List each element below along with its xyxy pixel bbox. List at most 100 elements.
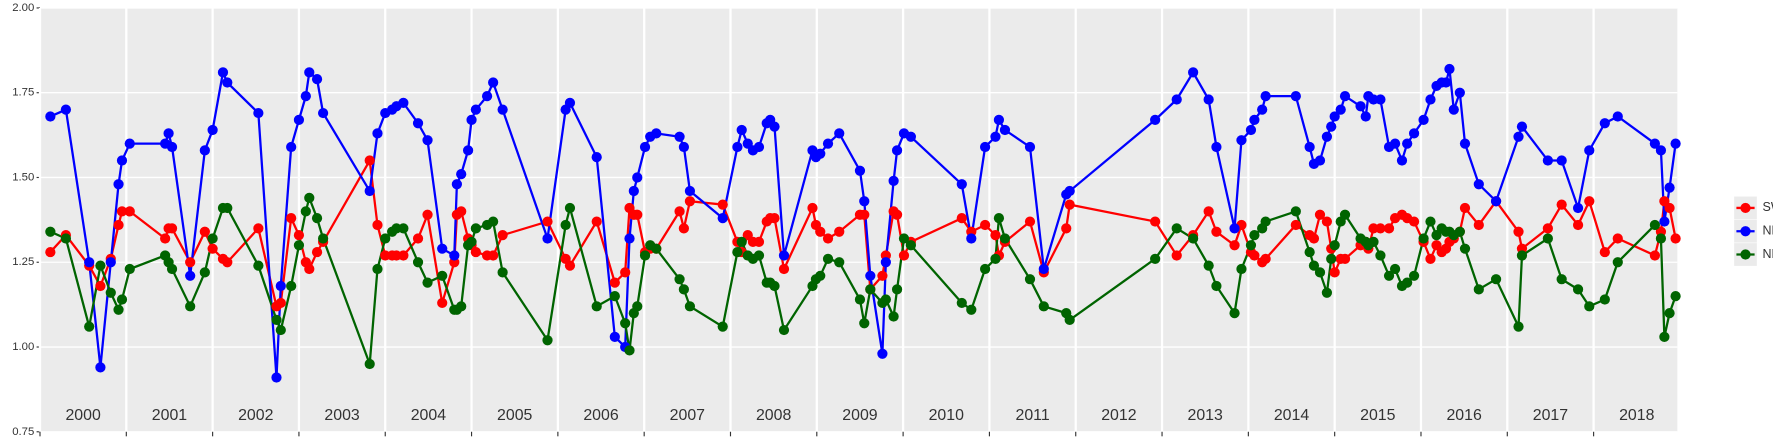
data-point [293,114,305,125]
data-point [1314,209,1326,220]
data-point [300,206,311,217]
data-point [372,263,383,275]
data-point [678,141,689,153]
data-point [736,236,747,248]
data-point [1308,233,1320,244]
data-point [105,257,116,268]
data-point [1556,199,1567,210]
data-point [185,301,196,312]
data-point [1321,287,1333,298]
data-point [979,141,991,153]
data-point [891,284,903,295]
data-point [732,246,743,258]
data-point [1038,263,1049,275]
data-point [1024,141,1036,153]
data-point [311,213,323,224]
data-point [253,223,264,234]
data-point [380,233,391,244]
data-point [317,233,329,244]
data-point [456,168,467,180]
data-point [624,345,635,356]
data-point [1572,202,1584,214]
data-point [1024,274,1036,285]
data-point [116,294,128,305]
data-point [311,74,323,85]
data-point [834,128,845,139]
data-point [449,250,460,261]
data-point [1664,182,1675,193]
data-point [1329,111,1340,122]
data-point [1203,260,1214,271]
data-point [95,362,106,373]
data-point [822,233,834,244]
data-point [807,202,818,214]
data-point [1516,121,1528,132]
year-label: 2014 [1274,407,1310,424]
data-point [1649,138,1660,149]
data-point [1599,118,1610,129]
data-point [651,128,662,139]
data-point [1408,270,1420,281]
data-point [815,148,826,159]
data-point [1260,90,1271,102]
year-label: 2005 [497,407,533,424]
data-point [1260,216,1271,227]
data-point [591,216,602,227]
data-point [1304,141,1315,153]
data-point [1290,219,1301,231]
data-point [1402,277,1413,288]
data-point [470,104,481,115]
data-point [1659,331,1670,342]
data-point [1171,250,1182,261]
data-point [1612,111,1623,122]
data-point [253,260,264,271]
data-point [732,141,743,153]
data-point [1418,233,1429,244]
data-point [1473,179,1484,190]
data-point [1314,155,1326,166]
data-point [1425,216,1436,227]
data-point [1249,250,1260,261]
data-point [1459,243,1471,254]
data-point [888,175,899,186]
data-point [95,260,106,271]
data-point [542,216,553,227]
data-point [632,172,643,183]
data-point [979,263,991,275]
data-point [1355,101,1366,112]
data-point [956,213,967,224]
data-point [488,77,499,88]
data-point [1473,219,1484,231]
data-point [1188,233,1199,244]
data-point [304,67,315,78]
data-point [674,131,685,142]
data-point [1229,223,1240,234]
year-label: 2003 [324,407,360,424]
legend-swatch [1740,202,1751,214]
data-point [1612,233,1623,244]
data-point [1599,294,1610,305]
data-point [199,226,210,237]
data-point [891,209,903,220]
data-point [300,90,311,102]
data-point [364,358,375,370]
data-point [1211,141,1222,153]
data-point [966,233,977,244]
data-point [116,206,128,217]
data-point [60,104,72,115]
data-point [271,314,282,325]
data-point [1188,67,1199,78]
legend-swatch [1740,249,1751,260]
year-label: 2007 [670,407,706,424]
data-point [1290,206,1301,217]
data-point [815,270,826,281]
data-point [999,124,1011,136]
data-point [753,236,765,248]
data-point [624,233,635,244]
data-point [275,280,286,292]
data-point [1245,124,1257,136]
data-point [217,67,229,78]
data-point [560,219,571,231]
data-point [854,165,866,176]
data-point [275,324,286,336]
